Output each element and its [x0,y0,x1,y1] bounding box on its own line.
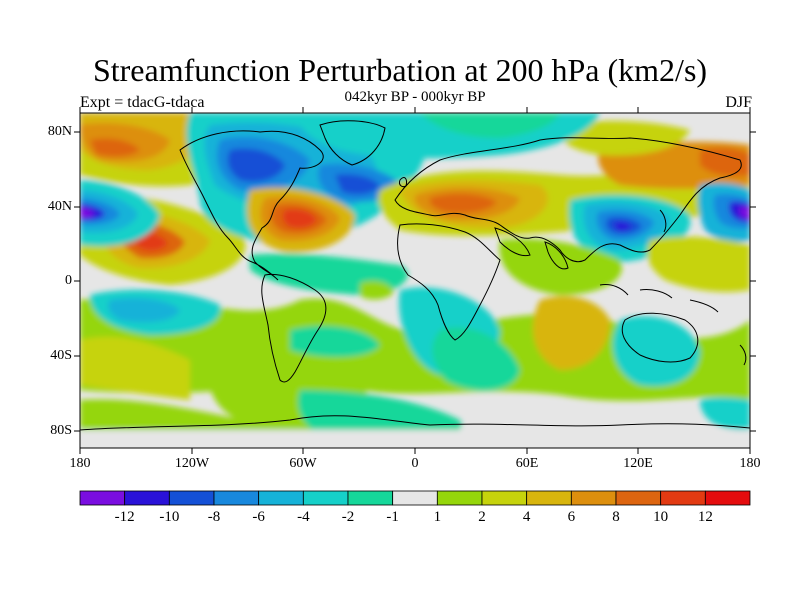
lon-label: 120W [174,456,210,471]
colorbar-label: 1 [433,509,442,525]
colorbar-label: 6 [567,509,576,525]
colorbar [79,490,751,506]
colorbar-swatch [526,490,572,506]
colorbar-label: -1 [386,509,399,525]
colorbar-swatch [79,490,126,506]
colorbar-swatch [124,490,170,506]
colorbar-swatch [570,490,617,506]
colorbar-swatch [258,490,304,506]
colorbar-label: -4 [297,509,310,525]
lat-label: 80S [50,423,72,438]
colorbar-label: -6 [252,509,265,525]
lat-label: 80N [47,124,72,139]
lon-label: 0 [411,456,419,471]
lon-label: 180 [69,456,91,471]
colorbar-swatch [704,490,751,506]
axis-ticks [74,107,756,454]
colorbar-swatch [660,490,706,506]
lon-label: 120E [623,456,653,471]
coastlines [80,120,750,431]
colorbar-label: 4 [522,509,531,525]
lon-label: 180 [739,456,761,471]
lat-label: 40S [50,348,72,363]
experiment-label: Expt = tdacG-tdaca [80,94,205,111]
colorbar-swatch [615,490,662,506]
colorbar-swatch [347,490,394,506]
map-subtitle: 042kyr BP - 000kyr BP [344,89,486,105]
colorbar-label: -10 [159,509,180,525]
lat-label: 0 [65,273,72,288]
colorbar-label: 8 [612,509,620,525]
map-title: Streamfunction Perturbation at 200 hPa (… [92,52,708,88]
field-shading [80,113,750,448]
lon-label: 60W [289,456,317,471]
colorbar-swatch [213,490,260,506]
colorbar-label: 2 [478,509,486,525]
colorbar-label: -2 [341,509,355,525]
colorbar-label: 12 [697,509,713,525]
colorbar-label: 10 [653,509,669,525]
season-label: DJF [725,94,752,111]
colorbar-swatch [168,490,215,506]
colorbar-swatch [392,490,438,506]
colorbar-label: -8 [207,509,221,525]
colorbar-swatch [481,490,528,506]
lat-label: 40N [47,199,72,214]
colorbar-swatch [302,490,349,506]
colorbar-label: -12 [114,509,135,525]
lon-label: 60E [515,456,539,471]
colorbar-swatch [436,490,483,506]
